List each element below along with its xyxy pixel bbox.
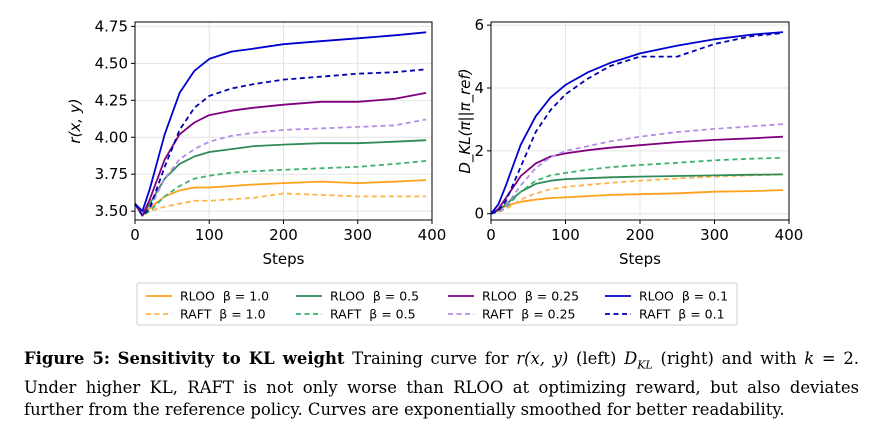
y-tick-label: 3.75	[95, 165, 128, 183]
caption-text-3: (right) and with	[652, 349, 805, 368]
legend-label: RLOO β = 1.0	[180, 289, 269, 304]
chart-left: 0 100 200 300 400 3.50 3.75 4.00 4.25 4.50 4.75 Ste…	[66, 17, 446, 268]
legend-label: RAFT β = 0.25	[482, 307, 576, 322]
y-tick-label: 4.25	[95, 91, 128, 109]
legend: RLOO β = 1.0 RAFT β = 1.0 RLOO β = 0.5 RAFT…	[136, 282, 738, 326]
series-line-raft-0-1	[490, 32, 784, 215]
x-tick-label: 0	[130, 226, 140, 244]
y-tick-label: 2	[474, 142, 484, 160]
series-line-rloo-0-1	[490, 31, 784, 215]
caption-text-4: = 2. Under higher KL, RAFT is not only w…	[24, 349, 859, 420]
y-axis-label: D_KL(π||π_ref)	[456, 68, 475, 173]
figure-caption: Figure 5: Sensitivity to KL weight Train…	[24, 348, 859, 422]
legend-label: RAFT β = 0.1	[639, 307, 725, 322]
x-tick-label: 100	[551, 226, 580, 244]
y-tick-label: 6	[474, 16, 484, 34]
legend-label: RLOO β = 0.1	[639, 289, 728, 304]
chart-right: 0 100 200 300 400 0 2 4 6 Steps D_KL(π||π_ref)	[456, 16, 803, 268]
legend-label: RLOO β = 0.5	[330, 289, 419, 304]
y-tick-label: 4.75	[95, 17, 128, 35]
caption-text-1: Training curve for	[344, 349, 517, 368]
caption-math-r: r(x, y)	[516, 349, 569, 368]
y-axis-label: r(x, y)	[66, 98, 84, 143]
caption-math-dkl-sub: KL	[637, 358, 653, 372]
series-line-raft-0-5	[490, 156, 784, 215]
x-tick-label: 0	[486, 226, 496, 244]
y-tick-label: 3.50	[95, 202, 128, 220]
caption-label: Figure 5:	[24, 349, 110, 368]
x-tick-label: 300	[700, 226, 729, 244]
series-line-raft-1-0	[490, 173, 784, 215]
x-tick-label: 200	[626, 226, 655, 244]
series-line-rloo-1-0	[134, 179, 427, 217]
legend-label: RAFT β = 1.0	[180, 307, 266, 322]
y-tick-label: 4.00	[95, 128, 128, 146]
y-tick-label: 4.50	[95, 54, 128, 72]
series-line-rloo-0-25	[134, 92, 427, 217]
series-line-raft-0-25	[490, 123, 784, 215]
caption-math-dkl: D	[624, 349, 638, 368]
y-tick-label: 0	[474, 205, 484, 223]
series-line-raft-0-1	[134, 68, 427, 217]
x-tick-label: 100	[195, 226, 224, 244]
x-tick-label: 400	[418, 226, 447, 244]
series-line-rloo-0-1	[134, 31, 427, 213]
x-tick-label: 400	[775, 226, 804, 244]
caption-text-2: (left)	[568, 349, 625, 368]
legend-box	[136, 282, 738, 326]
x-axis-label: Steps	[619, 250, 661, 268]
x-axis-label: Steps	[263, 250, 305, 268]
series-line-rloo-0-5	[134, 139, 427, 217]
caption-title: Sensitivity to KL weight	[117, 349, 345, 368]
series-line-raft-1-0	[134, 192, 427, 217]
series-line-rloo-1-0	[490, 189, 784, 215]
legend-label: RAFT β = 0.5	[330, 307, 416, 322]
y-tick-label: 4	[474, 79, 484, 97]
legend-label: RLOO β = 0.25	[482, 289, 579, 304]
x-tick-label: 300	[343, 226, 372, 244]
caption-math-k: k	[804, 349, 815, 368]
series-line-raft-0-5	[134, 160, 427, 217]
x-tick-label: 200	[269, 226, 298, 244]
